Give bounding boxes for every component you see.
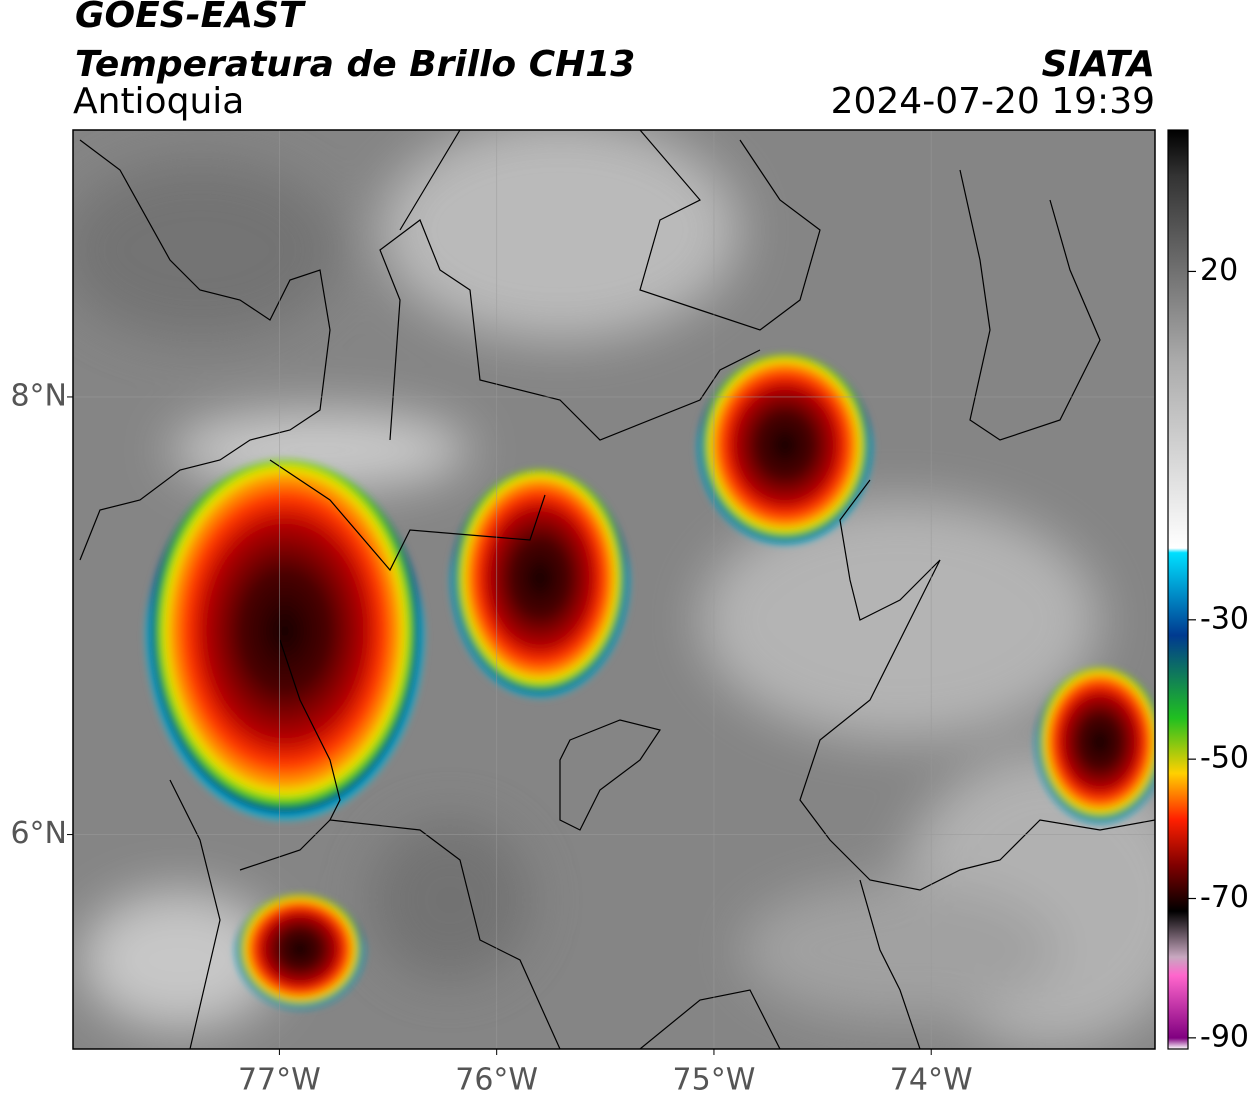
title: GOES-EAST: [75, 0, 306, 36]
x-tick-label: 75°W: [673, 1063, 756, 1098]
colorbar-tick-label: -90: [1200, 1019, 1249, 1054]
timestamp: 2024-07-20 19:39: [831, 81, 1155, 122]
colorbar-tick-label: -50: [1200, 741, 1249, 776]
subtitle: Temperatura de Brillo CH13: [75, 44, 635, 85]
region: Antioquia: [73, 81, 244, 122]
source: SIATA: [1042, 44, 1155, 85]
y-tick-label: 6°N: [10, 816, 67, 851]
colorbar-tick-label: -70: [1200, 880, 1249, 915]
x-tick-label: 74°W: [890, 1063, 973, 1098]
satellite-image: [73, 130, 1155, 1049]
colorbar-tick-label: 20: [1200, 253, 1238, 288]
map-frame: [72, 129, 1156, 1050]
x-tick-label: 77°W: [238, 1063, 321, 1098]
y-tick-label: 8°N: [10, 378, 67, 413]
colorbar: [1167, 129, 1189, 1050]
colorbar-tick-label: -30: [1200, 601, 1249, 636]
x-tick-label: 76°W: [455, 1063, 538, 1098]
